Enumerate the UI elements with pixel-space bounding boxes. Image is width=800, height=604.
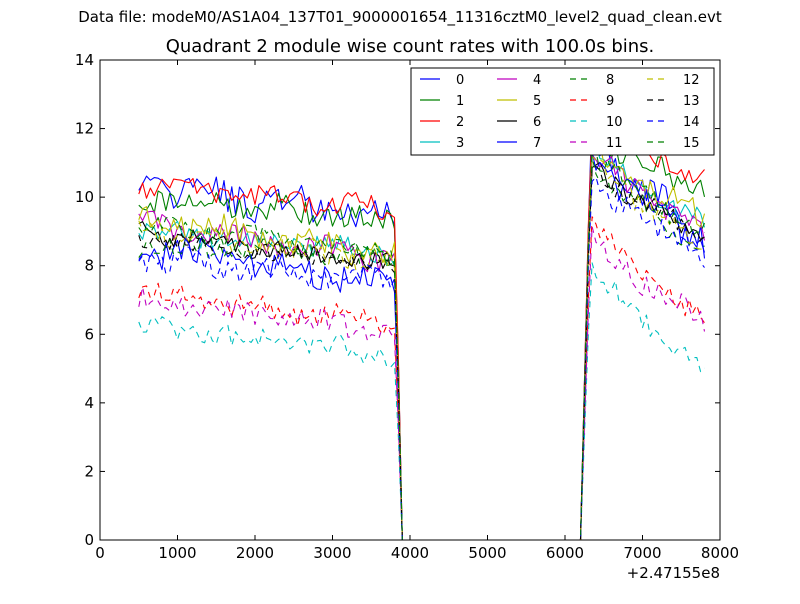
legend-label-4: 4 — [533, 73, 541, 88]
y-tick-label: 8 — [84, 257, 94, 275]
legend-label-2: 2 — [456, 115, 464, 130]
series-line-10 — [138, 262, 705, 541]
x-tick-label: 1000 — [158, 544, 196, 562]
y-tick-label: 2 — [84, 462, 94, 480]
series-line-0 — [138, 105, 706, 541]
series-line-12 — [138, 155, 705, 541]
x-tick-label: 5000 — [468, 544, 506, 562]
series-line-14 — [138, 176, 705, 541]
legend-label-1: 1 — [456, 94, 464, 109]
x-tick-label: 6000 — [546, 544, 584, 562]
legend-label-5: 5 — [533, 94, 541, 109]
x-offset-label: +2.47155e8 — [627, 564, 720, 582]
series-line-3 — [138, 145, 706, 541]
x-tick-label: 8000 — [701, 544, 739, 562]
legend-label-7: 7 — [533, 136, 541, 151]
series-line-15 — [138, 148, 706, 541]
legend-label-12: 12 — [683, 73, 700, 88]
legend-label-13: 13 — [683, 94, 700, 109]
legend-label-0: 0 — [456, 73, 464, 88]
data-file-title: Data file: modeM0/AS1A04_137T01_90000016… — [78, 8, 722, 26]
legend-label-8: 8 — [606, 73, 614, 88]
series-line-13 — [138, 165, 706, 541]
x-tick-label: 3000 — [313, 544, 351, 562]
y-tick-label: 0 — [84, 531, 94, 549]
y-tick-label: 12 — [75, 120, 94, 138]
y-tick-label: 6 — [84, 325, 94, 343]
legend-label-9: 9 — [606, 94, 614, 109]
legend-label-15: 15 — [683, 136, 700, 151]
series-line-6 — [138, 161, 705, 541]
series-line-11 — [138, 226, 706, 541]
legend-label-11: 11 — [606, 136, 623, 151]
y-tick-label: 10 — [75, 188, 94, 206]
legend-label-10: 10 — [606, 115, 623, 130]
legend-box — [410, 67, 715, 156]
series-line-9 — [138, 216, 705, 541]
chart-title: Quadrant 2 module wise count rates with … — [165, 36, 655, 57]
x-tick-label: 7000 — [623, 544, 661, 562]
legend-label-3: 3 — [456, 136, 464, 151]
series-group — [138, 105, 706, 541]
x-tick-label: 0 — [95, 544, 105, 562]
legend-label-14: 14 — [683, 115, 700, 130]
legend-label-6: 6 — [533, 115, 541, 130]
x-tick-label: 4000 — [391, 544, 429, 562]
series-line-5 — [138, 143, 706, 541]
y-tick-label: 4 — [84, 394, 94, 412]
y-tick-label: 14 — [75, 51, 94, 69]
x-tick-label: 2000 — [236, 544, 274, 562]
